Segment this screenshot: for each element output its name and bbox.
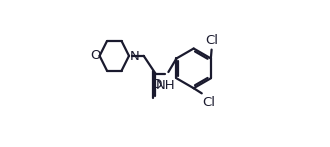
Text: NH: NH	[156, 79, 176, 92]
Text: N: N	[130, 50, 140, 63]
Text: Cl: Cl	[205, 34, 218, 47]
Text: O: O	[91, 49, 101, 62]
Text: Cl: Cl	[203, 96, 215, 108]
Text: O: O	[151, 78, 161, 91]
